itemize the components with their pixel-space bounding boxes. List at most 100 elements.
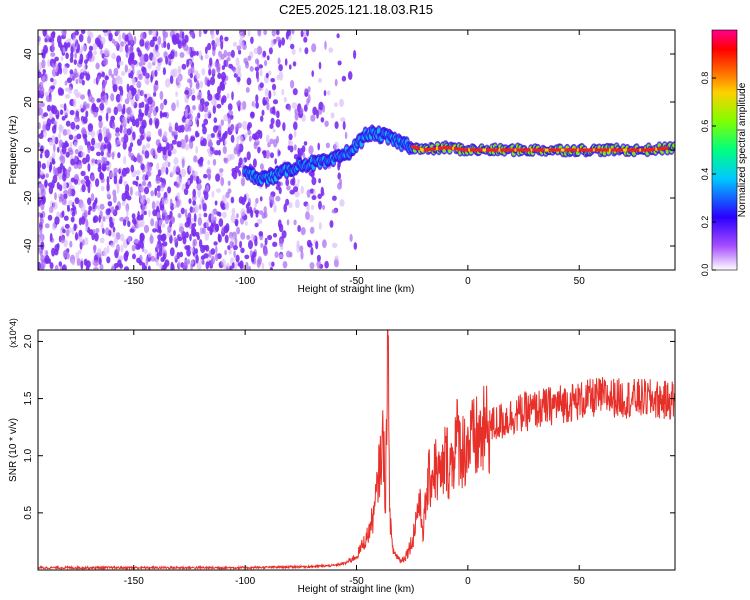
heatmap-noise-cell	[96, 151, 101, 157]
heatmap-noise-cell	[117, 152, 121, 159]
heatmap-signal-core	[568, 148, 571, 152]
heatmap-noise-cell	[278, 64, 283, 72]
heatmap-noise-cell	[274, 251, 279, 258]
heatmap-signal-core	[537, 148, 540, 152]
heatmap-noise-cell	[269, 123, 274, 129]
heatmap-noise-cell	[224, 234, 229, 244]
heatmap-noise-cell	[47, 59, 50, 68]
heatmap-noise-cell	[110, 115, 116, 122]
heatmap-noise-cell	[311, 70, 315, 77]
heatmap-noise-cell	[120, 71, 126, 76]
heatmap-noise-cell	[192, 200, 197, 206]
heatmap-signal-core	[459, 147, 462, 151]
heatmap-noise-cell	[234, 166, 240, 174]
heatmap-noise-cell	[272, 241, 278, 247]
heatmap-signal-core	[464, 148, 467, 152]
heatmap-noise-cell	[309, 226, 315, 234]
heatmap-noise-cell	[105, 227, 110, 236]
heatmap-noise-cell	[291, 30, 295, 35]
heatmap-signal-core	[502, 148, 505, 152]
heatmap-noise-cell	[192, 188, 196, 198]
heatmap-noise-cell	[236, 76, 241, 83]
heatmap-noise-cell	[140, 32, 146, 40]
heatmap-noise-cell	[68, 227, 72, 233]
heatmap-signal-core	[614, 148, 617, 152]
heatmap-noise-cell	[65, 229, 70, 237]
heatmap-signal-core	[519, 148, 523, 152]
heatmap-noise-cell	[208, 68, 212, 76]
heatmap-noise-cell	[102, 228, 105, 234]
heatmap-noise-cell	[113, 195, 117, 203]
colorbar-tick-label: 0.2	[700, 216, 710, 229]
heatmap-noise-cell	[111, 73, 115, 79]
heatmap-noise-cell	[62, 129, 68, 136]
heatmap-noise-cell	[80, 170, 86, 177]
heatmap-noise-cell	[157, 169, 162, 177]
heatmap-noise-cell	[135, 191, 140, 197]
heatmap-noise-cell	[197, 217, 203, 226]
heatmap-noise-cell	[74, 197, 80, 205]
heatmap-noise-cell	[203, 253, 209, 259]
heatmap-noise-cell	[173, 157, 179, 166]
heatmap-noise-cell	[69, 109, 75, 116]
heatmap-noise-cell	[84, 59, 88, 65]
heatmap-noise-cell	[304, 47, 309, 55]
heatmap-noise-cell	[227, 122, 231, 128]
heatmap-noise-cell	[171, 131, 176, 137]
heatmap-noise-cell	[70, 158, 76, 166]
heatmap-noise-cell	[247, 55, 252, 61]
heatmap-noise-cell	[172, 36, 178, 45]
heatmap-noise-cell	[322, 204, 325, 210]
heatmap-signal-core	[612, 148, 615, 152]
heatmap-noise-cell	[192, 239, 196, 248]
heatmap-noise-cell	[159, 263, 163, 269]
heatmap-noise-cell	[85, 218, 89, 228]
heatmap-noise-cell	[94, 232, 99, 242]
heatmap-noise-cell	[258, 210, 264, 215]
heatmap-noise-cell	[158, 57, 163, 63]
heatmap-noise-cell	[332, 242, 338, 248]
heatmap-noise-cell	[219, 168, 224, 173]
heatmap-noise-cell	[115, 205, 119, 210]
heatmap-noise-cell	[221, 194, 227, 204]
heatmap-noise-cell	[176, 74, 181, 84]
heatmap-noise-cell	[68, 200, 74, 206]
heatmap-noise-cell	[322, 104, 326, 113]
heatmap-noise-cell	[52, 174, 58, 184]
heatmap-noise-cell	[127, 56, 133, 66]
heatmap-noise-cell	[316, 259, 322, 269]
heatmap-noise-cell	[70, 121, 76, 130]
heatmap-noise-cell	[349, 233, 353, 242]
heatmap-noise-cell	[255, 94, 259, 103]
heatmap-noise-cell	[45, 122, 51, 131]
heatmap-noise-cell	[295, 199, 300, 209]
heatmap-noise-cell	[246, 77, 252, 86]
heatmap-noise-cell	[181, 141, 187, 150]
heatmap-noise-cell	[163, 146, 167, 155]
heatmap-signal-core	[530, 148, 533, 152]
heatmap-noise-cell	[141, 180, 147, 187]
heatmap-noise-cell	[186, 59, 190, 68]
heatmap-noise-cell	[39, 86, 45, 95]
heatmap-noise-cell	[204, 54, 209, 60]
heatmap-signal-core	[594, 148, 597, 152]
heatmap-noise-cell	[207, 159, 211, 166]
heatmap-noise-cell	[207, 93, 213, 101]
heatmap-noise-cell	[65, 151, 70, 158]
heatmap-noise-cell	[301, 145, 306, 153]
heatmap-noise-cell	[224, 139, 227, 146]
heatmap-noise-cell	[189, 114, 193, 121]
heatmap-noise-cell	[87, 30, 92, 36]
heatmap-noise-cell	[79, 241, 83, 250]
heatmap-noise-cell	[144, 97, 148, 103]
heatmap-noise-cell	[307, 86, 311, 93]
heatmap-noise-cell	[140, 134, 144, 141]
heatmap-noise-cell	[240, 177, 246, 187]
heatmap-noise-cell	[290, 178, 295, 186]
heatmap-noise-cell	[73, 179, 79, 185]
heatmap-noise-cell	[146, 131, 152, 138]
heatmap-noise-cell	[353, 49, 357, 60]
heatmap-noise-cell	[63, 189, 69, 196]
heatmap-noise-cell	[240, 40, 245, 48]
